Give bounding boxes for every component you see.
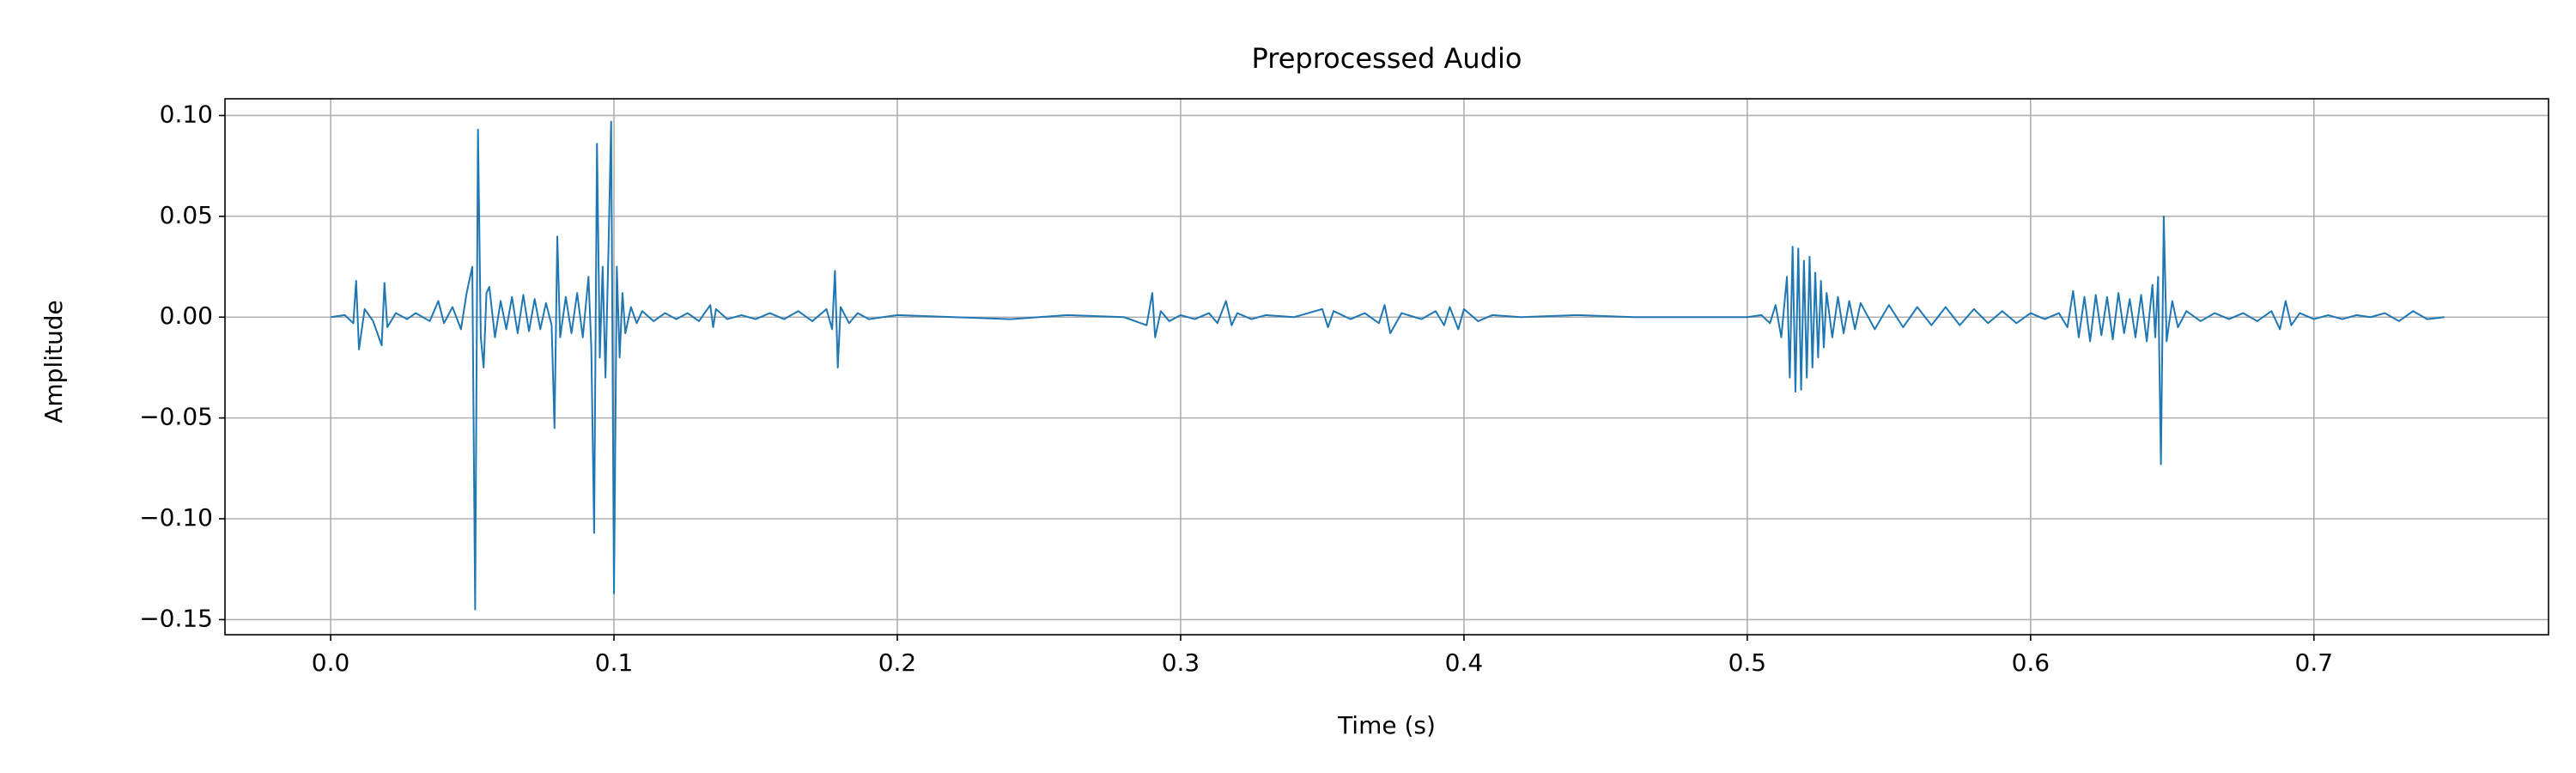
- chart-title: Preprocessed Audio: [1252, 42, 1522, 75]
- x-tick-label: 0.7: [2295, 648, 2334, 677]
- x-tick-label: 0.1: [595, 648, 634, 677]
- x-tick-label: 0.2: [878, 648, 917, 677]
- x-tick-label: 0.5: [1728, 648, 1767, 677]
- y-tick-label: −0.05: [139, 403, 213, 431]
- y-tick-label: 0.10: [160, 100, 213, 128]
- y-tick-label: 0.00: [160, 301, 213, 330]
- x-tick-label: 0.0: [312, 648, 350, 677]
- y-tick-label: −0.10: [139, 503, 213, 532]
- y-axis-label: Amplitude: [39, 300, 68, 423]
- x-tick-label: 0.4: [1445, 648, 1484, 677]
- x-tick-label: 0.6: [2012, 648, 2050, 677]
- x-axis-label: Time (s): [1337, 711, 1436, 740]
- plot-frame: [224, 98, 2549, 636]
- waveform-line: [330, 120, 2445, 611]
- y-tick-label: −0.15: [139, 604, 213, 632]
- x-tick-label: 0.3: [1162, 648, 1200, 677]
- y-tick-label: 0.05: [160, 201, 213, 229]
